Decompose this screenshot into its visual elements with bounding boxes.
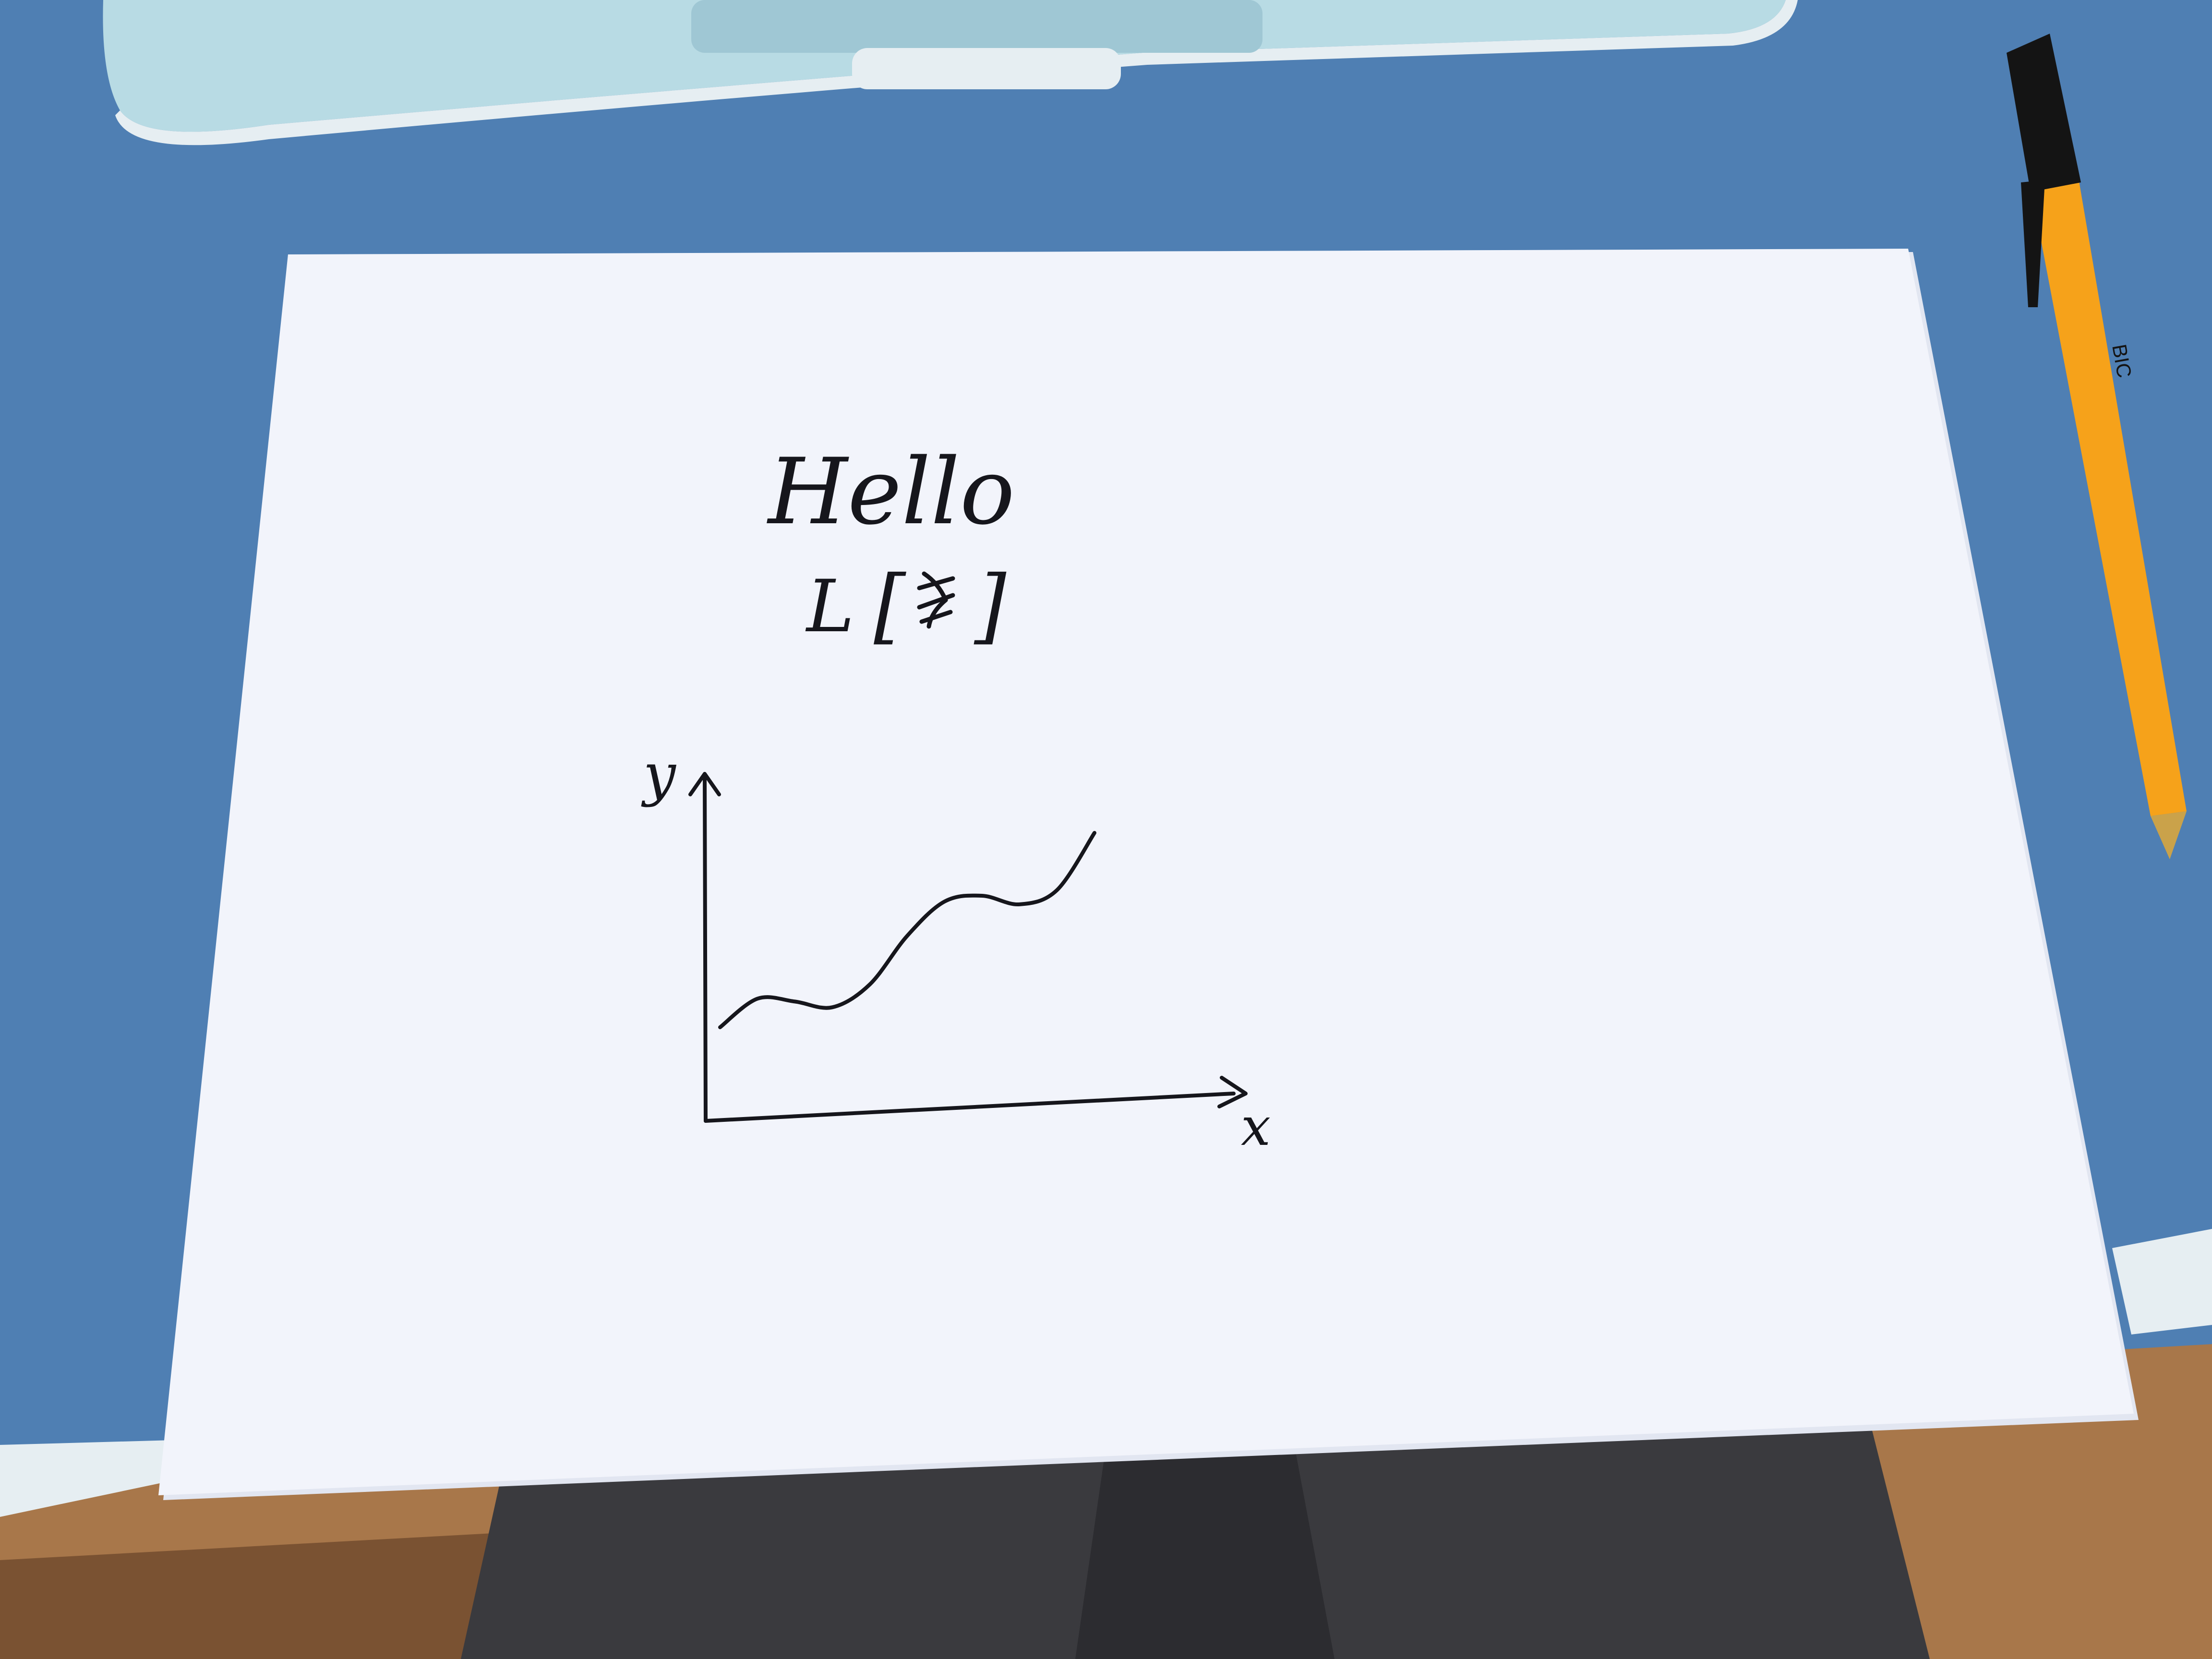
laptop-trackpad — [691, 0, 1262, 53]
fabric-fold — [1075, 1455, 1334, 1659]
y-axis — [703, 773, 708, 1123]
handwritten-formula-symbol: L — [805, 565, 854, 649]
desk-edge — [2112, 1229, 2212, 1334]
pen-clip — [2021, 180, 2045, 307]
y-axis-arrow — [688, 772, 721, 796]
pen-cap — [2007, 34, 2081, 192]
chart-series-line — [718, 831, 1096, 1029]
x-axis — [704, 1092, 1236, 1123]
hand-drawn-line-chart: y x — [641, 742, 1271, 1157]
handwriting: Hello L [ ] — [767, 439, 1015, 653]
crossed-out-scribble — [917, 571, 955, 629]
handwritten-close-bracket: ] — [974, 558, 1007, 653]
laptop-lid-notch — [852, 48, 1121, 89]
handwritten-hello: Hello — [767, 439, 1015, 545]
y-axis-label: y — [641, 742, 677, 808]
pen-tip — [2151, 811, 2187, 859]
desk-edge — [0, 1440, 182, 1517]
x-axis-arrow — [1217, 1076, 1248, 1108]
paper-sheet — [158, 249, 2134, 1495]
floor-plank — [0, 1531, 538, 1659]
handwritten-open-bracket: [ — [874, 558, 906, 653]
x-axis-label: x — [1241, 1096, 1271, 1157]
sheet-of-paper — [158, 249, 2139, 1500]
handwritten-formula: L [ ] — [805, 558, 1007, 653]
laptop — [103, 0, 1798, 145]
pen-barrel — [2028, 173, 2187, 816]
